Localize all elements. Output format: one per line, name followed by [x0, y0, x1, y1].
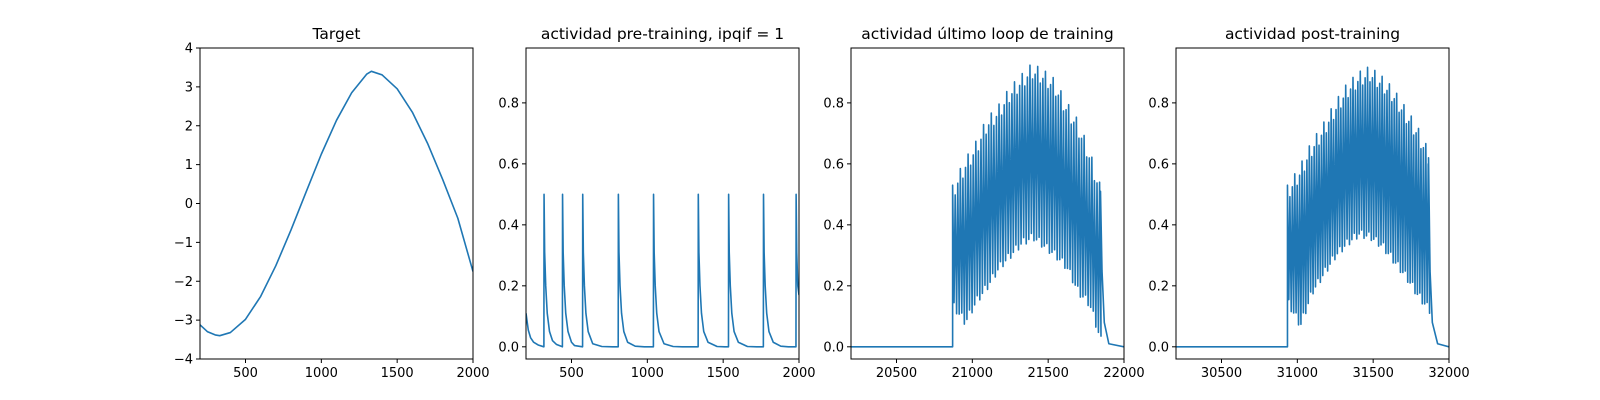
series-line: [851, 64, 1124, 348]
x-tick-label: 31500: [1352, 366, 1393, 381]
y-tick-label: 0.0: [498, 340, 519, 355]
x-tick-label: 500: [559, 366, 584, 381]
y-tick-label: −1: [174, 236, 193, 251]
y-tick-label: −2: [174, 275, 193, 290]
y-tick-label: 1: [185, 158, 193, 173]
y-tick-label: −3: [174, 314, 193, 329]
y-tick-label: 0.0: [823, 340, 844, 355]
x-tick-label: 30500: [1201, 366, 1242, 381]
y-tick-label: 0.8: [823, 96, 844, 111]
x-tick-label: 21500: [1027, 366, 1068, 381]
y-tick-label: 0.6: [498, 157, 519, 172]
y-tick-label: 0.8: [1148, 96, 1169, 111]
chart-panel-post-training: actividad post-training 30500 31000 31500 32…: [1148, 25, 1469, 381]
x-tick-label: 500: [233, 366, 258, 381]
y-tick-label: 0.6: [823, 157, 844, 172]
y-tick-label: 0.0: [1148, 340, 1169, 355]
x-tick-label: 32000: [1428, 366, 1469, 381]
y-tick-label: 0.6: [1148, 157, 1169, 172]
y-tick-label: 4: [185, 42, 193, 57]
y-tick-label: 0: [185, 197, 193, 212]
x-tick-label: 2000: [456, 366, 489, 381]
y-tick-label: 0.4: [823, 218, 844, 233]
chart-title: actividad pre-training, ipqif = 1: [541, 25, 784, 43]
x-tick-label: 2000: [782, 366, 815, 381]
chart-panel-ultimo-loop: actividad último loop de training 20500 21…: [823, 25, 1144, 381]
axes-frame: [850, 47, 1125, 360]
y-tick-label: 2: [185, 119, 193, 134]
axes-frame: [1175, 47, 1450, 360]
chart-panel-target: Target 500 1000 1500 2000 −4 −3 −2 −1 0 1 2 3 4: [174, 25, 490, 381]
series-line: [200, 70, 473, 337]
x-tick-label: 31000: [1277, 366, 1318, 381]
x-tick-label: 1000: [631, 366, 664, 381]
y-tick-label: 3: [185, 80, 193, 95]
x-tick-label: 1500: [381, 366, 414, 381]
chart-panel-pre-training: actividad pre-training, ipqif = 1 500 1000…: [498, 25, 815, 381]
x-tick-label: 1000: [305, 366, 338, 381]
y-tick-label: 0.2: [498, 279, 519, 294]
y-tick-label: 0.8: [498, 96, 519, 111]
x-tick-label: 20500: [876, 366, 917, 381]
y-tick-label: 0.2: [1148, 279, 1169, 294]
x-tick-label: 1500: [707, 366, 740, 381]
series-line: [526, 193, 799, 348]
x-tick-label: 22000: [1103, 366, 1144, 381]
axes-frame: [525, 47, 800, 360]
chart-title: actividad post-training: [1225, 25, 1400, 43]
y-tick-label: 0.2: [823, 279, 844, 294]
y-tick-label: 0.4: [498, 218, 519, 233]
x-tick-label: 21000: [952, 366, 993, 381]
y-tick-label: 0.4: [1148, 218, 1169, 233]
chart-title: actividad último loop de training: [861, 25, 1113, 43]
chart-title: Target: [312, 25, 361, 43]
y-tick-label: −4: [174, 353, 193, 368]
series-line: [1176, 66, 1449, 348]
